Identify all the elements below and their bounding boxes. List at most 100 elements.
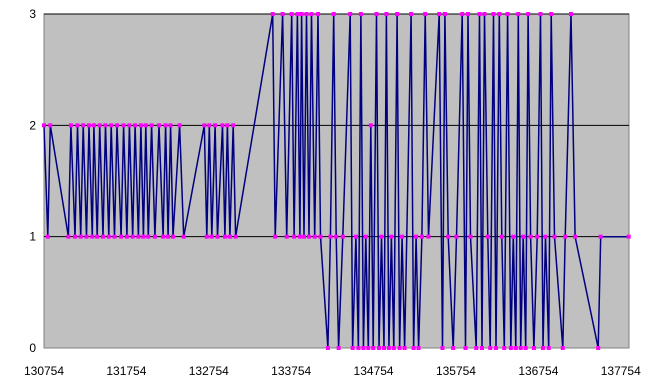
- data-point: [213, 123, 218, 128]
- x-axis-ticks: 130754 131754 132754 133754 134754 135754 1367…: [24, 364, 641, 378]
- data-point: [112, 234, 117, 239]
- data-point: [386, 346, 391, 350]
- data-point: [84, 234, 89, 239]
- y-axis-ticks: 0 1 2 3: [29, 7, 36, 355]
- data-point: [161, 234, 166, 239]
- data-point: [538, 12, 543, 16]
- data-point: [397, 346, 402, 350]
- data-point: [86, 123, 91, 128]
- data-point: [389, 234, 394, 239]
- data-point: [215, 234, 220, 239]
- data-point: [316, 12, 321, 16]
- data-point: [513, 346, 518, 350]
- data-point: [474, 346, 479, 350]
- data-point: [81, 123, 86, 128]
- data-point: [463, 346, 468, 350]
- data-point: [400, 234, 405, 239]
- data-point: [563, 234, 568, 239]
- data-point: [204, 234, 209, 239]
- data-point: [119, 234, 124, 239]
- data-point: [419, 234, 424, 239]
- data-point: [374, 12, 379, 16]
- data-point: [552, 234, 557, 239]
- data-point: [325, 346, 330, 350]
- data-point: [340, 234, 345, 239]
- data-point: [149, 123, 154, 128]
- data-point: [295, 12, 300, 16]
- y-tick-label: 2: [29, 118, 36, 132]
- data-point: [202, 123, 207, 128]
- data-point: [133, 123, 138, 128]
- data-point: [356, 346, 361, 350]
- data-point: [168, 123, 173, 128]
- x-tick-label: 133754: [271, 364, 311, 378]
- data-point: [152, 234, 157, 239]
- data-point: [596, 346, 601, 350]
- data-point: [499, 234, 504, 239]
- data-point: [127, 123, 132, 128]
- data-point: [318, 234, 323, 239]
- data-point: [171, 234, 176, 239]
- data-point: [220, 123, 225, 128]
- data-point: [371, 346, 376, 350]
- data-point: [526, 12, 531, 16]
- data-point: [115, 123, 120, 128]
- data-point: [442, 12, 447, 16]
- data-point: [233, 234, 238, 239]
- data-point: [207, 123, 212, 128]
- data-point: [416, 346, 421, 350]
- x-tick-label: 130754: [24, 364, 64, 378]
- data-point: [292, 234, 297, 239]
- data-point: [141, 234, 146, 239]
- data-point: [402, 346, 407, 350]
- data-point: [366, 346, 371, 350]
- data-point: [348, 12, 353, 16]
- data-point: [273, 234, 278, 239]
- data-point: [491, 12, 496, 16]
- data-point: [297, 234, 302, 239]
- data-point: [505, 12, 510, 16]
- x-tick-label: 135754: [436, 364, 476, 378]
- data-point: [482, 12, 487, 16]
- data-point: [75, 123, 80, 128]
- data-point: [546, 346, 551, 350]
- data-point: [270, 12, 275, 16]
- data-point: [157, 123, 162, 128]
- data-point: [72, 234, 77, 239]
- data-point: [358, 12, 363, 16]
- data-point: [68, 123, 73, 128]
- data-point: [368, 123, 373, 128]
- marker-group: [42, 12, 631, 350]
- data-point: [466, 12, 471, 16]
- data-point: [409, 12, 414, 16]
- data-point: [284, 234, 289, 239]
- data-point: [109, 123, 114, 128]
- data-point: [328, 234, 333, 239]
- data-point: [426, 234, 431, 239]
- y-tick-label: 3: [29, 7, 36, 21]
- x-tick-label: 137754: [601, 364, 641, 378]
- data-point: [531, 346, 536, 350]
- data-point: [66, 234, 71, 239]
- x-tick-label: 131754: [106, 364, 146, 378]
- data-point: [411, 346, 416, 350]
- x-tick-label: 134754: [354, 364, 394, 378]
- data-point: [361, 346, 366, 350]
- data-point: [166, 234, 171, 239]
- data-point: [225, 123, 230, 128]
- data-point: [535, 234, 540, 239]
- data-point: [289, 12, 294, 16]
- data-point: [626, 234, 631, 239]
- data-point: [384, 12, 389, 16]
- data-point: [331, 12, 336, 16]
- data-point: [454, 234, 459, 239]
- data-point: [540, 346, 545, 350]
- data-point: [299, 12, 304, 16]
- data-point: [181, 234, 186, 239]
- data-point: [103, 123, 108, 128]
- data-point: [231, 123, 236, 128]
- data-point: [523, 346, 528, 350]
- x-tick-label: 136754: [518, 364, 558, 378]
- data-point: [336, 346, 341, 350]
